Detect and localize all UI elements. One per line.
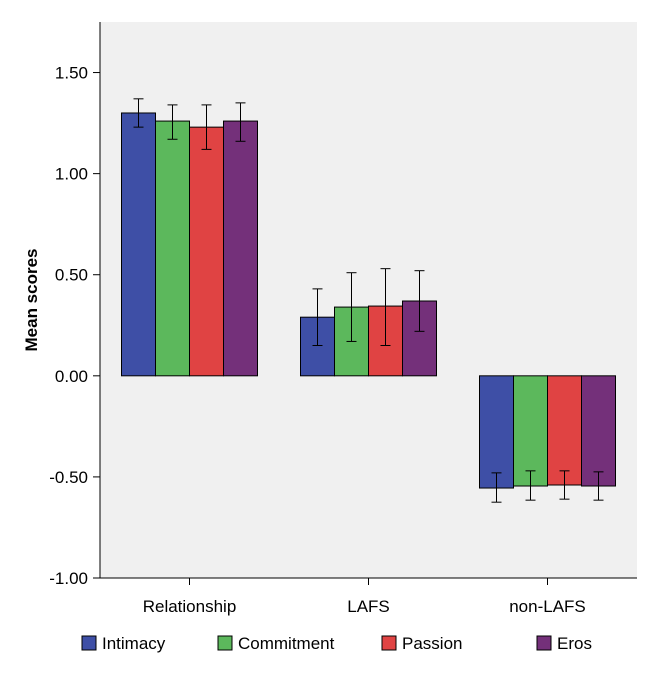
bar-passion-non-lafs xyxy=(547,375,582,486)
y-ticks: -1.00 -0.50 0.00 0.50 1.00 1.50 xyxy=(49,64,100,588)
legend-label-intimacy: Intimacy xyxy=(102,634,166,653)
bar-commitment-relationship xyxy=(155,120,190,377)
x-tick-label: LAFS xyxy=(347,597,390,616)
error-bars-layer xyxy=(133,98,604,503)
y-tick-label: -1.00 xyxy=(49,569,88,588)
y-tick-label: 1.50 xyxy=(55,64,88,83)
y-tick-label: 1.00 xyxy=(55,165,88,184)
bar-intimacy-non-lafs xyxy=(479,375,514,489)
y-tick-label: 0.50 xyxy=(55,266,88,285)
legend-label-passion: Passion xyxy=(402,634,462,653)
y-tick-label: 0.00 xyxy=(55,367,88,386)
bar-passion-relationship xyxy=(189,126,224,377)
x-tick-label: Relationship xyxy=(143,597,237,616)
legend-label-commitment: Commitment xyxy=(238,634,335,653)
y-axis-label: Mean scores xyxy=(22,249,41,352)
bar-eros-relationship xyxy=(223,120,258,377)
legend-swatch-intimacy xyxy=(81,635,97,651)
bars-layer xyxy=(121,112,616,489)
legend-swatch-commitment xyxy=(217,635,233,651)
x-ticks: Relationship LAFS non-LAFS xyxy=(143,578,586,616)
legend-swatch-eros xyxy=(536,635,552,651)
bar-intimacy-relationship xyxy=(121,112,156,377)
x-tick-label: non-LAFS xyxy=(509,597,586,616)
bar-commitment-non-lafs xyxy=(513,375,548,487)
bar-eros-non-lafs xyxy=(581,375,616,487)
legend-label-eros: Eros xyxy=(557,634,592,653)
y-tick-label: -0.50 xyxy=(49,468,88,487)
legend-swatch-passion xyxy=(381,635,397,651)
legend: Intimacy Commitment Passion Eros xyxy=(81,634,592,653)
